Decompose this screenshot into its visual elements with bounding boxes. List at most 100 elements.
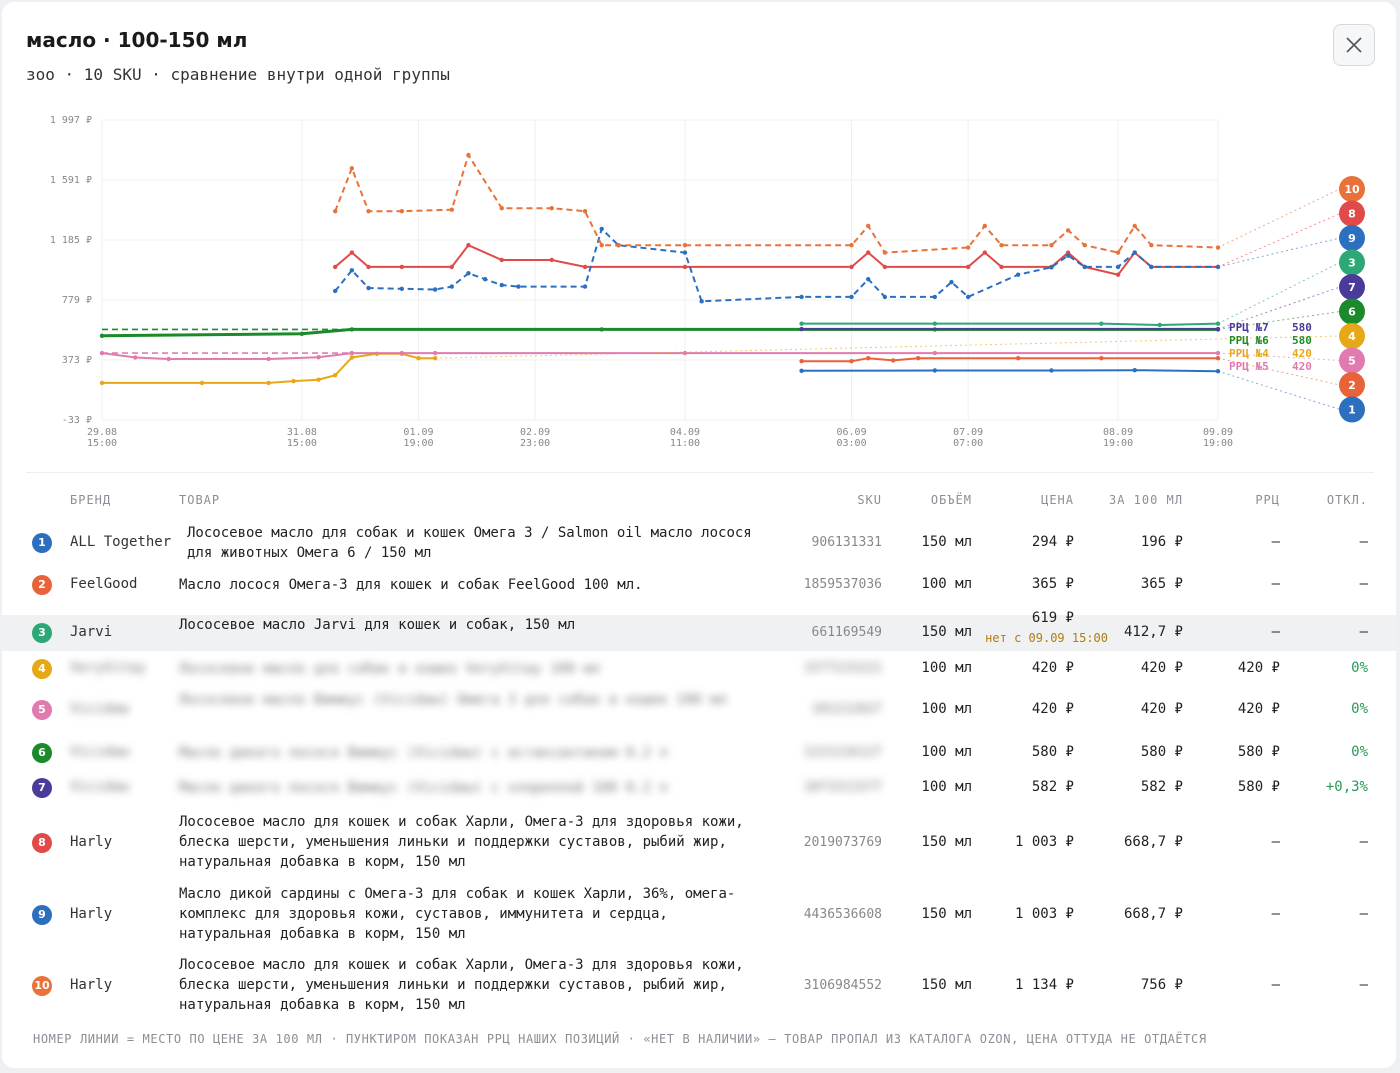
series-point-5 — [932, 350, 938, 356]
end-badge-label-4: 4 — [1348, 330, 1356, 343]
table-row[interactable]: 6 Vicidaw Масло дикого лосося Вимиус (Vici… — [2, 742, 1396, 764]
rank-badge: 7 — [32, 778, 52, 798]
table-row[interactable]: 2 FeelGood Масло лосося Омега-3 для кошек … — [2, 574, 1396, 596]
series-point-10 — [1082, 242, 1087, 248]
badge-leader-2 — [1217, 357, 1341, 386]
rrc-value: 420 — [1292, 347, 1312, 360]
header-product: ТОВАР — [179, 493, 221, 507]
brand-name: VeryVitay — [70, 660, 146, 676]
per100-value: 412,7 ₽ — [1123, 624, 1183, 640]
volume-value: 100 мл — [921, 576, 972, 592]
volume-value: 150 мл — [921, 534, 972, 550]
x-tick-time: 19:00 — [403, 438, 433, 449]
product-name[interactable]: Масло дикого лосося Вимиус (Vicidaw) с х… — [179, 780, 668, 796]
sku-value[interactable]: 181212027 — [811, 702, 882, 717]
series-point-9 — [849, 294, 854, 300]
header-rrc: РРЦ — [1255, 493, 1280, 507]
table-row[interactable]: 4 VeryVitay Лососевое масло для собак и ко… — [2, 658, 1396, 680]
brand-name: Harly — [70, 906, 113, 922]
product-name[interactable]: Лососевое масло для кошек и собак Харли,… — [179, 814, 744, 870]
series-point-10 — [499, 206, 504, 211]
series-point-9 — [349, 268, 355, 273]
sku-value[interactable]: 4436536608 — [803, 907, 882, 922]
series-point-8 — [582, 264, 588, 270]
rrc-label: РРЦ №4 — [1229, 347, 1269, 360]
end-badge-7 — [1339, 274, 1365, 300]
series-point-4 — [291, 378, 296, 384]
series-line-6 — [101, 327, 1218, 338]
sku-value[interactable]: 3106984552 — [803, 978, 882, 993]
volume-value: 150 мл — [921, 624, 972, 640]
sku-value[interactable]: 1577215221 — [803, 661, 882, 676]
y-tick-label: 779 ₽ — [62, 295, 92, 306]
header-deviation: ОТКЛ. — [1326, 493, 1368, 507]
product-name[interactable]: Лососевое масло для кошек и собак Харли,… — [179, 957, 744, 1013]
badge-leader-6 — [1217, 311, 1341, 330]
series-point-2 — [1099, 356, 1104, 361]
rrc-label: РРЦ №5 — [1229, 360, 1269, 373]
series-point-8 — [682, 264, 688, 270]
out-of-stock-note: нет с 09.09 15:00 — [985, 631, 1108, 645]
sku-value[interactable]: 661169549 — [811, 625, 882, 640]
table-row[interactable]: 8 Harly Лососевое масло для кошек и собак … — [2, 812, 1396, 874]
badge-leader-9 — [1217, 237, 1341, 268]
series-point-9 — [932, 294, 938, 300]
per100-value: 580 ₽ — [1140, 744, 1183, 760]
series-point-8 — [332, 264, 338, 270]
series-point-5 — [133, 355, 138, 360]
deviation-value: 0% — [1351, 701, 1368, 717]
table-row[interactable]: 10 Harly Лососевое масло для кошек и собак… — [2, 955, 1396, 1017]
table-row[interactable]: 3 Jarvi Лососевое масло Jarvi для кошек и … — [2, 610, 1396, 651]
series-point-10 — [1132, 223, 1137, 229]
product-name[interactable]: Лососевое масло Jarvi для кошек и собак,… — [179, 617, 576, 633]
series-point-9 — [466, 271, 471, 276]
series-point-10 — [999, 242, 1004, 248]
series-point-1 — [1049, 368, 1054, 373]
x-tick-time: 23:00 — [520, 438, 550, 449]
table-row[interactable]: 1 ALL Together Лососевое масло для собак и… — [2, 523, 1396, 563]
series-point-10 — [1049, 242, 1054, 248]
series-point-5 — [432, 350, 438, 356]
rrc-value: 580 ₽ — [1237, 779, 1280, 795]
sku-value[interactable]: 1071511577 — [803, 780, 882, 795]
deviation-value: – — [1359, 906, 1368, 922]
end-badge-label-5: 5 — [1348, 355, 1356, 368]
deviation-value: – — [1359, 576, 1368, 592]
series-point-8 — [882, 264, 888, 270]
product-name[interactable]: Масло дикой сардины с Омега-3 для собак … — [179, 886, 736, 942]
series-point-2 — [849, 358, 854, 364]
sku-value[interactable]: 906131331 — [811, 535, 882, 550]
product-name[interactable]: Лососевое масло Вимиус (Vicidaw) Омега 3… — [179, 692, 727, 708]
y-tick-label: 1 185 ₽ — [50, 235, 92, 246]
rank-badge: 10 — [32, 976, 52, 996]
sku-value[interactable]: 1221216127 — [803, 745, 882, 760]
end-badge-2 — [1339, 372, 1365, 398]
table-row[interactable]: 7 Vicidaw Масло дикого лосося Вимиус (Vici… — [2, 777, 1396, 799]
sku-value[interactable]: 1859537036 — [803, 577, 882, 592]
series-point-9 — [1149, 264, 1154, 270]
close-button[interactable] — [1333, 24, 1375, 66]
table-row[interactable]: 5 Vicidaw Лососевое масло Вимиус (Vicidaw)… — [2, 690, 1396, 730]
rank-badge: 4 — [32, 659, 52, 679]
series-point-4 — [266, 380, 271, 386]
product-name[interactable]: Лососевое масло для собак и кошек Омега … — [187, 525, 752, 561]
series-point-4 — [316, 377, 321, 382]
end-badge-4 — [1339, 323, 1365, 349]
series-point-9 — [965, 294, 971, 300]
end-badge-label-2: 2 — [1348, 379, 1356, 392]
product-name[interactable]: Масло лосося Омега-3 для кошек и собак F… — [179, 577, 643, 593]
series-point-10 — [1115, 250, 1121, 255]
series-point-9 — [582, 284, 588, 289]
series-point-2 — [799, 358, 804, 364]
price-value: 619 ₽ — [1031, 610, 1074, 626]
product-name[interactable]: Лососевое масло для собак и кошек VeryVi… — [179, 661, 601, 677]
volume-value: 150 мл — [921, 977, 972, 993]
deviation-value: 0% — [1351, 744, 1368, 760]
sku-value[interactable]: 2019073769 — [803, 835, 882, 850]
table-row[interactable]: 9 Harly Масло дикой сардины с Омега-3 для … — [2, 884, 1396, 946]
x-tick-date: 07.09 — [953, 427, 983, 438]
series-point-5 — [399, 350, 405, 356]
end-badge-9 — [1339, 225, 1365, 251]
product-name[interactable]: Масло дикого лосося Вимиус (Vicidaw) с а… — [179, 745, 668, 761]
series-point-10 — [466, 152, 471, 158]
